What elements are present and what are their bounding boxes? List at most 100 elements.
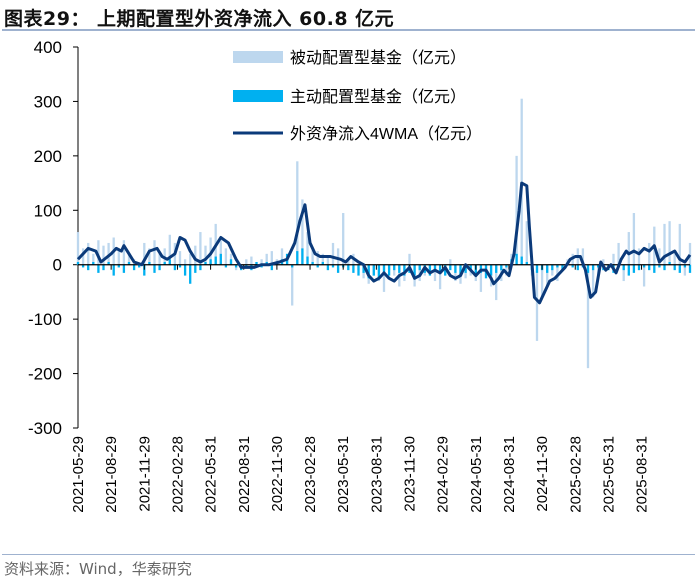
- active-bar: [683, 264, 687, 268]
- active-bar: [454, 264, 457, 273]
- passive-bar: [291, 264, 294, 306]
- passive-bar: [622, 264, 625, 282]
- active-bar: [270, 264, 273, 271]
- passive-bar: [449, 259, 452, 265]
- active-bar: [255, 261, 258, 265]
- active-bar: [622, 264, 625, 271]
- passive-bar: [454, 264, 457, 282]
- passive-bar: [347, 259, 350, 265]
- passive-bar: [515, 155, 518, 265]
- active-bar: [122, 264, 126, 273]
- passive-bar: [586, 264, 590, 369]
- passive-bar: [189, 253, 192, 265]
- passive-bar: [260, 259, 263, 265]
- passive-bar: [632, 213, 636, 265]
- active-bar: [428, 264, 432, 276]
- active-bar: [393, 264, 396, 271]
- passive-bar: [224, 248, 228, 265]
- active-bar: [301, 248, 304, 265]
- passive-bar: [525, 221, 528, 265]
- active-bar: [148, 261, 151, 265]
- passive-bar: [663, 223, 666, 265]
- passive-bar: [158, 253, 161, 265]
- passive-bar: [122, 240, 126, 265]
- x-tick-label: 2021-08-29: [103, 436, 120, 513]
- passive-bar: [270, 251, 273, 265]
- active-bar: [591, 264, 595, 271]
- active-bar: [316, 264, 319, 268]
- active-bar: [296, 251, 299, 265]
- passive-bar: [336, 248, 340, 265]
- passive-bar: [280, 248, 284, 265]
- active-bar: [474, 264, 477, 276]
- passive-bar: [505, 264, 508, 276]
- x-tick-label: 2022-11-30: [269, 436, 286, 512]
- passive-bar: [546, 264, 549, 287]
- passive-bar: [668, 221, 671, 265]
- active-bar: [688, 264, 692, 273]
- passive-bar: [581, 248, 585, 265]
- active-bar: [117, 264, 120, 268]
- passive-bar: [107, 242, 110, 265]
- active-bar: [387, 264, 391, 276]
- active-bar: [311, 261, 314, 265]
- passive-bar: [102, 245, 105, 265]
- active-bar: [398, 264, 401, 273]
- passive-bar: [535, 264, 539, 341]
- passive-bar: [92, 253, 95, 265]
- passive-bar: [311, 248, 314, 265]
- passive-bar: [245, 259, 248, 265]
- x-tick-label: 2025-08-31: [634, 436, 651, 513]
- passive-bar: [301, 199, 304, 265]
- x-tick-label: 2024-05-31: [468, 436, 485, 513]
- x-tick-label: 2023-08-31: [368, 436, 385, 513]
- active-bar: [352, 264, 355, 273]
- passive-bar: [117, 248, 120, 265]
- y-tick-label: 300: [34, 92, 62, 111]
- chart-title: 图表29： 上期配置型外资净流入 60.8 亿元: [4, 8, 395, 30]
- active-bar: [561, 264, 564, 271]
- active-bar: [331, 264, 335, 268]
- passive-bar: [76, 232, 80, 265]
- passive-bar: [433, 264, 437, 282]
- active-bar: [627, 264, 630, 276]
- passive-bar: [382, 264, 386, 292]
- active-bar: [551, 264, 554, 271]
- active-bar: [668, 261, 671, 265]
- active-bar: [505, 264, 508, 268]
- active-bar: [495, 264, 498, 273]
- passive-bar: [627, 232, 630, 265]
- active-bar: [178, 264, 182, 268]
- active-bar: [377, 264, 381, 279]
- passive-bar: [81, 248, 85, 265]
- active-bar: [234, 264, 238, 268]
- passive-bar: [688, 242, 692, 265]
- active-bar: [449, 264, 452, 271]
- active-bar: [576, 264, 579, 271]
- passive-bar: [342, 213, 345, 265]
- active-bar: [229, 259, 233, 265]
- legend-swatch-passive: [233, 51, 283, 63]
- active-bar: [209, 259, 212, 265]
- active-bar: [143, 264, 146, 276]
- passive-bar: [540, 264, 544, 298]
- active-bar: [642, 264, 646, 268]
- active-bar: [438, 264, 442, 273]
- y-tick-label: -200: [28, 365, 62, 384]
- active-bar: [632, 264, 636, 273]
- active-bar: [637, 264, 641, 271]
- legend-label: 外资净流入4WMA（亿元）: [290, 125, 482, 143]
- active-bar: [183, 264, 187, 276]
- active-bar: [403, 264, 406, 276]
- active-bar: [469, 264, 472, 271]
- passive-bar: [250, 256, 253, 265]
- passive-bar: [637, 248, 641, 265]
- wma4-line: [76, 181, 692, 305]
- active-bar: [413, 264, 416, 276]
- active-bar: [535, 264, 539, 273]
- passive-bar: [683, 264, 687, 276]
- passive-bar: [183, 259, 187, 265]
- active-bar: [219, 253, 222, 265]
- passive-bar: [97, 240, 100, 265]
- y-tick-label: -100: [28, 310, 62, 329]
